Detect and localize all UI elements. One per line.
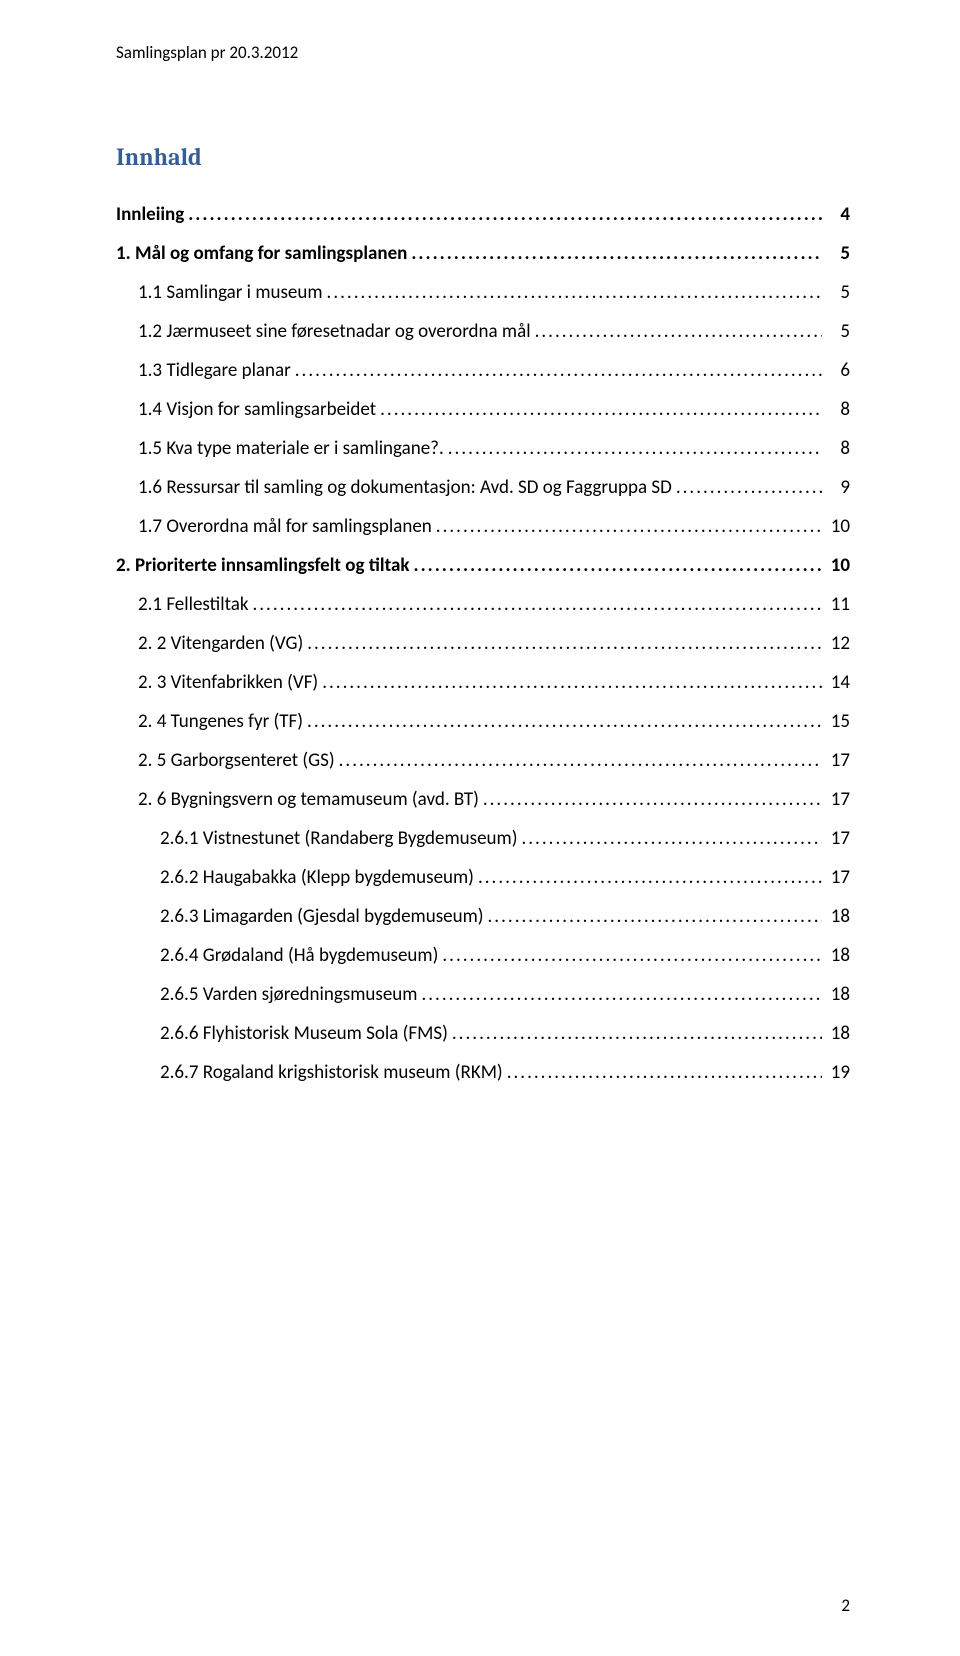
toc-label: 2.6.6 Flyhistorisk Museum Sola (FMS): [160, 1024, 448, 1043]
toc-label: 2. 6 Bygningsvern og temamuseum (avd. BT…: [138, 790, 479, 809]
toc-leader: [414, 556, 823, 575]
toc-label: 2. 2 Vitengarden (VG): [138, 634, 303, 653]
toc-leader: [307, 634, 822, 653]
toc-leader: [421, 985, 822, 1004]
toc-entry: 1. Mål og omfang for samlingsplanen 5: [116, 244, 850, 263]
toc-leader: [295, 361, 822, 380]
toc-leader: [188, 205, 822, 224]
toc-leader: [483, 790, 822, 809]
toc-entry: 2.6.2 Haugabakka (Klepp bygdemuseum) 17: [116, 868, 850, 887]
toc-label: 1.4 Visjon for samlingsarbeidet: [138, 400, 376, 419]
toc-page: 5: [826, 322, 850, 341]
toc-entry: 2. 5 Garborgsenteret (GS) 17: [116, 751, 850, 770]
toc-entry: 2.6.5 Varden sjøredningsmuseum 18: [116, 985, 850, 1004]
toc-leader: [252, 595, 822, 614]
toc-label: 2. 3 Vitenfabrikken (VF): [138, 673, 318, 692]
toc-label: 2.6.1 Vistnestunet (Randaberg Bygdemuseu…: [160, 829, 517, 848]
toc-entry: 1.4 Visjon for samlingsarbeidet 8: [116, 400, 850, 419]
toc-entry: 1.6 Ressursar til samling og dokumentasj…: [116, 478, 850, 497]
toc-leader: [521, 829, 822, 848]
toc-leader: [327, 283, 822, 302]
toc-page: 10: [826, 556, 850, 575]
toc-label: 1.3 Tidlegare planar: [138, 361, 291, 380]
toc-label: 1.7 Overordna mål for samlingsplanen: [138, 517, 432, 536]
toc-page: 5: [826, 283, 850, 302]
toc-page: 10: [826, 517, 850, 536]
toc-entry: 2.6.6 Flyhistorisk Museum Sola (FMS) 18: [116, 1024, 850, 1043]
toc-page: 8: [826, 439, 850, 458]
page-container: Samlingsplan pr 20.3.2012 Innhald Innlei…: [0, 0, 960, 1656]
toc-entry: 1.3 Tidlegare planar 6: [116, 361, 850, 380]
toc-label: 2.6.7 Rogaland krigshistorisk museum (RK…: [160, 1063, 503, 1082]
toc-entry: 2. 2 Vitengarden (VG) 12: [116, 634, 850, 653]
toc-leader: [322, 673, 822, 692]
toc-leader: [380, 400, 822, 419]
toc-entry: 2.6.4 Grødaland (Hå bygdemuseum) 18: [116, 946, 850, 965]
toc-entry: 2. Prioriterte innsamlingsfelt og tiltak…: [116, 556, 850, 575]
toc-label: 2.6.4 Grødaland (Hå bygdemuseum): [160, 946, 438, 965]
toc-leader: [307, 712, 822, 731]
toc-page: 5: [826, 244, 850, 263]
toc-entry: 2.6.3 Limagarden (Gjesdal bygdemuseum) 1…: [116, 907, 850, 926]
toc-page: 19: [826, 1063, 850, 1082]
toc-entry: 2.6.7 Rogaland krigshistorisk museum (RK…: [116, 1063, 850, 1082]
toc-label: 2. 4 Tungenes fyr (TF): [138, 712, 303, 731]
toc-leader: [411, 244, 822, 263]
toc-leader: [442, 946, 822, 965]
toc-page: 18: [826, 946, 850, 965]
toc-label: 1.6 Ressursar til samling og dokumentasj…: [138, 478, 672, 497]
toc-entry: 1.5 Kva type materiale er i samlingane?.…: [116, 439, 850, 458]
toc-label: Innleiing: [116, 205, 184, 224]
toc-leader: [488, 907, 822, 926]
toc-page: 15: [826, 712, 850, 731]
toc-label: 1.5 Kva type materiale er i samlingane?.: [138, 439, 444, 458]
toc-page: 6: [826, 361, 850, 380]
toc-page: 12: [826, 634, 850, 653]
toc-entry: 2. 3 Vitenfabrikken (VF) 14: [116, 673, 850, 692]
toc-label: 2.6.2 Haugabakka (Klepp bygdemuseum): [160, 868, 474, 887]
page-title: Innhald: [116, 143, 850, 171]
toc-entry: 2.1 Fellestiltak 11: [116, 595, 850, 614]
toc-page: 18: [826, 985, 850, 1004]
toc-page: 9: [826, 478, 850, 497]
toc-label: 2.1 Fellestiltak: [138, 595, 248, 614]
toc-leader: [436, 517, 822, 536]
toc-label: 2. 5 Garborgsenteret (GS): [138, 751, 335, 770]
toc-label: 1.2 Jærmuseet sine føresetnadar og overo…: [138, 322, 531, 341]
header-text: Samlingsplan pr 20.3.2012: [116, 42, 850, 63]
toc-entry: 2.6.1 Vistnestunet (Randaberg Bygdemuseu…: [116, 829, 850, 848]
toc-page: 17: [826, 751, 850, 770]
toc-page: 17: [826, 829, 850, 848]
toc-page: 8: [826, 400, 850, 419]
toc-entry: 1.7 Overordna mål for samlingsplanen 10: [116, 517, 850, 536]
toc-entry: Innleiing 4: [116, 205, 850, 224]
toc-leader: [535, 322, 822, 341]
toc-page: 17: [826, 790, 850, 809]
toc-label: 2.6.3 Limagarden (Gjesdal bygdemuseum): [160, 907, 484, 926]
toc-leader: [452, 1024, 822, 1043]
toc-page: 18: [826, 907, 850, 926]
toc-page: 14: [826, 673, 850, 692]
toc-leader: [339, 751, 822, 770]
toc-entry: 2. 6 Bygningsvern og temamuseum (avd. BT…: [116, 790, 850, 809]
footer-page-number: 2: [841, 1595, 850, 1616]
toc-label: 1.1 Samlingar i museum: [138, 283, 323, 302]
toc-leader: [676, 478, 822, 497]
toc-page: 11: [826, 595, 850, 614]
table-of-contents: Innleiing 4 1. Mål og omfang for samling…: [116, 205, 850, 1082]
toc-leader: [448, 439, 822, 458]
toc-page: 4: [826, 205, 850, 224]
toc-label: 2. Prioriterte innsamlingsfelt og tiltak: [116, 556, 410, 575]
toc-leader: [478, 868, 822, 887]
toc-label: 2.6.5 Varden sjøredningsmuseum: [160, 985, 417, 1004]
toc-leader: [507, 1063, 822, 1082]
toc-entry: 1.1 Samlingar i museum 5: [116, 283, 850, 302]
toc-label: 1. Mål og omfang for samlingsplanen: [116, 244, 407, 263]
toc-entry: 2. 4 Tungenes fyr (TF) 15: [116, 712, 850, 731]
toc-page: 18: [826, 1024, 850, 1043]
toc-entry: 1.2 Jærmuseet sine føresetnadar og overo…: [116, 322, 850, 341]
toc-page: 17: [826, 868, 850, 887]
